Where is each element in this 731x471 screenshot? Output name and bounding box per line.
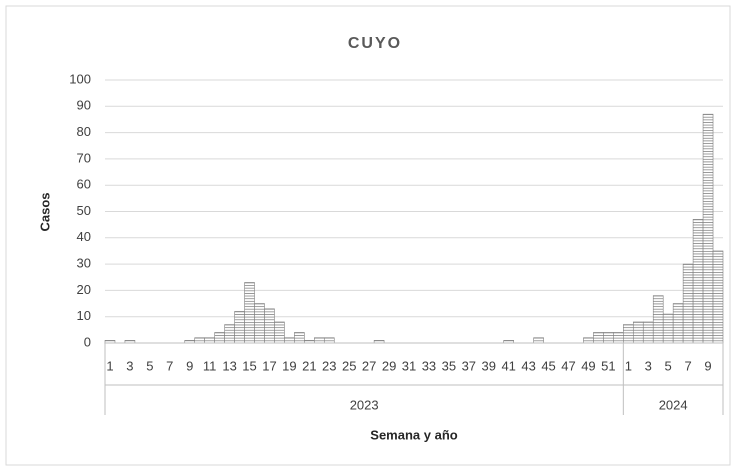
x-tick-label: 3 <box>126 358 133 373</box>
x-tick-label: 7 <box>684 358 691 373</box>
x-tick-label: 27 <box>362 358 376 373</box>
bar <box>593 332 604 344</box>
x-tick-label: 49 <box>581 358 595 373</box>
bar <box>274 321 285 344</box>
y-tick-label: 20 <box>77 282 91 297</box>
x-tick-label: 31 <box>402 358 416 373</box>
bar <box>264 308 275 344</box>
bar <box>583 337 594 344</box>
y-tick-label: 10 <box>77 308 91 323</box>
group-label: 2024 <box>659 397 688 412</box>
y-tick-label: 70 <box>77 150 91 165</box>
bar <box>294 332 305 344</box>
x-tick-label: 3 <box>645 358 652 373</box>
chart-frame <box>5 5 731 466</box>
x-tick-label: 37 <box>462 358 476 373</box>
x-tick-label: 17 <box>262 358 276 373</box>
bar <box>244 282 255 344</box>
bar <box>692 219 704 344</box>
y-tick-label: 30 <box>77 256 91 271</box>
bar <box>194 337 205 344</box>
bar <box>533 337 544 344</box>
bar <box>632 321 644 344</box>
y-tick-label: 0 <box>84 334 91 349</box>
bar <box>682 263 694 344</box>
bar <box>712 250 724 344</box>
y-axis-title: Casos <box>37 192 52 231</box>
bar <box>204 337 215 344</box>
bar <box>613 332 624 344</box>
bar <box>603 332 614 344</box>
x-tick-label: 23 <box>322 358 336 373</box>
bar <box>224 324 235 344</box>
x-tick-label: 51 <box>601 358 615 373</box>
x-tick-label: 45 <box>541 358 555 373</box>
x-tick-label: 21 <box>302 358 316 373</box>
y-tick-label: 40 <box>77 229 91 244</box>
x-tick-label: 25 <box>342 358 356 373</box>
x-axis-title: Semana y año <box>370 427 457 442</box>
bar <box>662 313 674 344</box>
x-tick-label: 35 <box>442 358 456 373</box>
x-tick-label: 41 <box>501 358 515 373</box>
y-tick-label: 90 <box>77 98 91 113</box>
bar <box>623 324 634 344</box>
bar <box>672 303 684 344</box>
x-tick-label: 47 <box>561 358 575 373</box>
x-tick-label: 1 <box>106 358 113 373</box>
x-tick-label: 5 <box>146 358 153 373</box>
x-tick-label: 15 <box>242 358 256 373</box>
x-tick-label: 1 <box>625 358 632 373</box>
x-tick-label: 7 <box>166 358 173 373</box>
x-tick-label: 43 <box>521 358 535 373</box>
y-tick-label: 50 <box>77 203 91 218</box>
y-tick-label: 100 <box>69 71 91 86</box>
bar <box>323 337 335 344</box>
x-tick-label: 29 <box>382 358 396 373</box>
bar <box>214 332 225 344</box>
x-tick-label: 13 <box>222 358 236 373</box>
bar <box>234 311 245 344</box>
bar <box>314 337 325 344</box>
x-tick-label: 39 <box>482 358 496 373</box>
x-tick-label: 11 <box>203 358 217 373</box>
bar <box>642 321 654 344</box>
x-tick-label: 19 <box>282 358 296 373</box>
bar <box>284 337 295 344</box>
x-tick-label: 5 <box>665 358 672 373</box>
bar <box>652 295 664 344</box>
y-tick-label: 60 <box>77 177 91 192</box>
x-tick-label: 33 <box>422 358 436 373</box>
x-tick-label: 9 <box>704 358 711 373</box>
group-label: 2023 <box>350 397 379 412</box>
bar <box>702 113 714 344</box>
chart-title: CUYO <box>348 35 402 52</box>
y-tick-label: 80 <box>77 124 91 139</box>
bar <box>254 303 265 344</box>
x-tick-label: 9 <box>186 358 193 373</box>
